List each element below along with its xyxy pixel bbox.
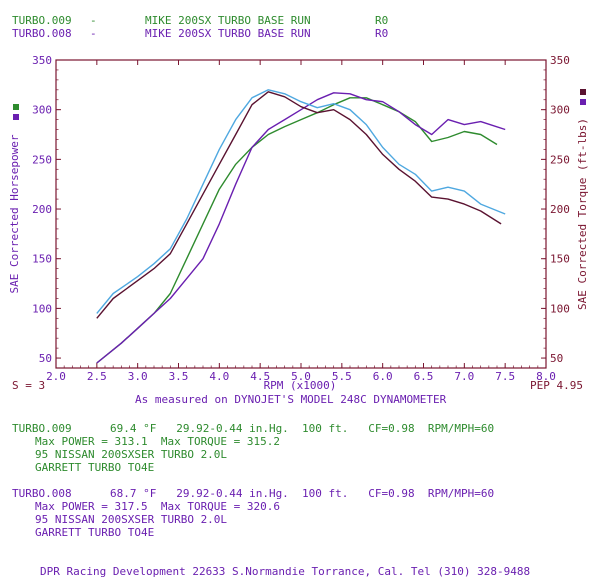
run1-max-values: Max POWER = 313.1 Max TORQUE = 315.2 — [35, 435, 281, 448]
y-tick-label-right: 350 — [550, 54, 570, 67]
x-tick-label: 6.5 — [414, 370, 434, 383]
y-tick-label-left: 50 — [39, 352, 52, 365]
smoothing-label: S = 3 — [12, 379, 46, 392]
series-line-3 — [96, 89, 506, 314]
y-tick-label-left: 100 — [32, 302, 52, 315]
dyno-chart: 2.0 2.5 3.0 3.5 4.0 4.5 5.0 5.5 6.0 6.5 7.0 7.5 8.0 5… — [8, 54, 589, 392]
right-legend-swatch-run1 — [580, 89, 586, 95]
left-legend-swatch-run1 — [13, 104, 19, 110]
y-tick-label-right: 300 — [550, 104, 570, 117]
x-tick-label: 2.0 — [46, 370, 66, 383]
run1-vehicle: 95 NISSAN 200SXSER TURBO 2.0L — [35, 448, 228, 461]
shop-credit: DPR Racing Development 22633 S.Normandie… — [40, 565, 531, 578]
header-run1-name: TURBO.009 — [12, 14, 72, 27]
run1-conditions: 69.4 °F 29.92-0.44 in.Hg. 100 ft. CF=0.9… — [110, 422, 495, 435]
y-tick-label-left: 150 — [32, 253, 52, 266]
x-axis-label: RPM (x1000) — [264, 379, 337, 392]
x-tick-label: 8.0 — [536, 370, 556, 383]
y-tick-label-right: 200 — [550, 203, 570, 216]
x-tick-label: 3.0 — [128, 370, 148, 383]
y-axis-label-left: SAE Corrected Horsepower — [8, 134, 21, 293]
run2-name: TURBO.008 — [12, 487, 72, 500]
right-legend-swatch-run2 — [580, 99, 586, 105]
header-run2-desc: MIKE 200SX TURBO BASE RUN — [145, 27, 311, 40]
y-tick-label-right: 250 — [550, 153, 570, 166]
header-run1-desc: MIKE 200SX TURBO BASE RUN — [145, 14, 311, 27]
run2-turbo: GARRETT TURBO TO4E — [35, 526, 155, 539]
y-tick-label-left: 250 — [32, 153, 52, 166]
x-tick-label: 4.0 — [209, 370, 229, 383]
y-tick-label-left: 300 — [32, 104, 52, 117]
pep-label: PEP 4.95 — [530, 379, 583, 392]
run2-conditions: 68.7 °F 29.92-0.44 in.Hg. 100 ft. CF=0.9… — [110, 487, 495, 500]
y-tick-label-right: 50 — [550, 352, 563, 365]
y-axis-label-right: SAE Corrected Torque (ft-lbs) — [576, 118, 589, 310]
run1-name: TURBO.009 — [12, 422, 72, 435]
run1-turbo: GARRETT TURBO TO4E — [35, 461, 155, 474]
header-run1-code: R0 — [375, 14, 389, 27]
series-line-4 — [96, 91, 502, 319]
x-tick-label: 3.5 — [169, 370, 189, 383]
y-tick-label-right: 100 — [550, 302, 570, 315]
series-line-2 — [96, 92, 506, 364]
x-tick-label: 7.0 — [454, 370, 474, 383]
x-tick-label: 5.5 — [332, 370, 352, 383]
y-tick-label-left: 200 — [32, 203, 52, 216]
x-tick-label: 4.5 — [250, 370, 270, 383]
x-tick-label: 7.5 — [495, 370, 515, 383]
x-tick-label: 6.0 — [373, 370, 393, 383]
left-legend-swatch-run2 — [13, 114, 19, 120]
header-run2-dash: - — [90, 27, 97, 40]
x-tick-label: 2.5 — [87, 370, 107, 383]
y-tick-label-right: 150 — [550, 253, 570, 266]
x-tick-label: 5.0 — [291, 370, 311, 383]
y-tick-label-left: 350 — [32, 54, 52, 67]
header-run1-dash: - — [90, 14, 97, 27]
series-line-1 — [96, 97, 498, 364]
run2-max-values: Max POWER = 317.5 Max TORQUE = 320.6 — [35, 500, 281, 513]
header-run2-name: TURBO.008 — [12, 27, 72, 40]
dyno-subtitle: As measured on DYNOJET'S MODEL 248C DYNA… — [135, 393, 447, 406]
run2-vehicle: 95 NISSAN 200SXSER TURBO 2.0L — [35, 513, 228, 526]
header-run2-code: R0 — [375, 27, 389, 40]
